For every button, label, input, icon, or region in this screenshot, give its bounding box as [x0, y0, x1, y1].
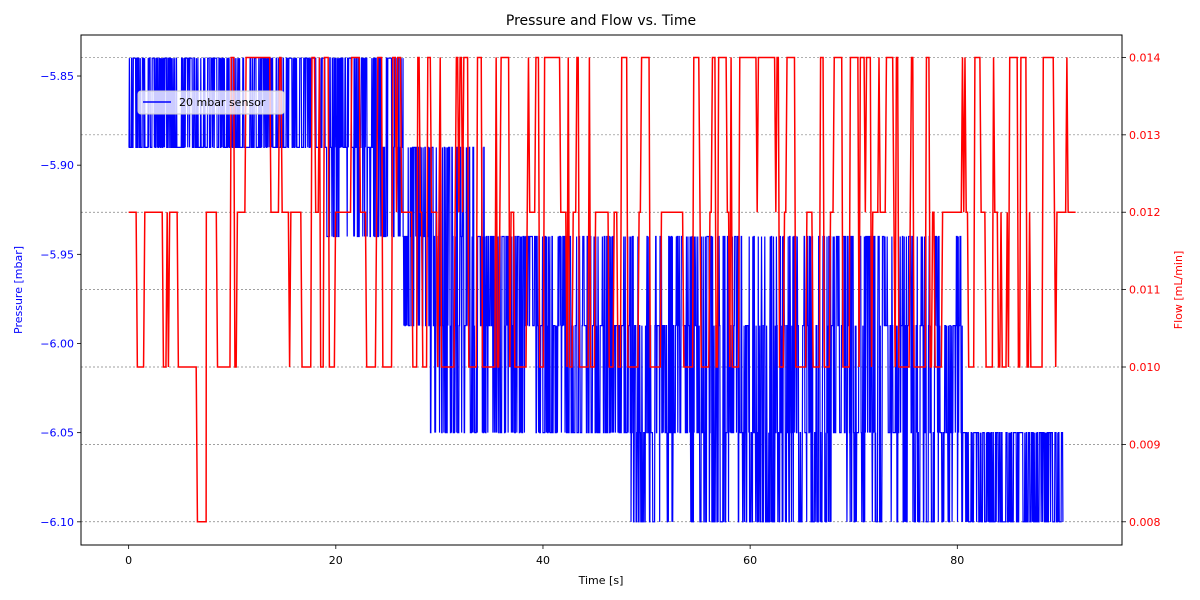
- right-y-tick-label: 0.008: [1129, 516, 1161, 529]
- plot-area: [128, 56, 1076, 523]
- left-y-axis-label: Pressure [mbar]: [12, 246, 25, 334]
- x-tick-label: 0: [125, 554, 132, 567]
- x-tick-label: 40: [536, 554, 550, 567]
- left-y-tick-label: −6.10: [40, 516, 74, 529]
- x-tick-label: 80: [950, 554, 964, 567]
- left-y-tick-label: −5.95: [40, 248, 74, 261]
- series-pressure: [128, 57, 1064, 523]
- x-tick-label: 20: [329, 554, 343, 567]
- flow-line: [128, 56, 1076, 523]
- legend: 20 mbar sensor: [137, 90, 285, 115]
- right-y-tick-label: 0.014: [1129, 51, 1161, 64]
- x-tick-label: 60: [743, 554, 757, 567]
- series-flow: [128, 56, 1076, 523]
- x-axis-label: Time [s]: [578, 574, 624, 587]
- x-axis-ticks: 0 20 40 60 80: [125, 545, 964, 567]
- left-y-tick-label: −5.90: [40, 159, 74, 172]
- right-y-axis-ticks: 0.008 0.009 0.010 0.011 0.012 0.013 0.014: [1122, 51, 1161, 529]
- right-y-tick-label: 0.010: [1129, 361, 1161, 374]
- right-y-tick-label: 0.012: [1129, 206, 1161, 219]
- pressure-line: [128, 57, 1064, 523]
- left-y-tick-label: −6.05: [40, 427, 74, 440]
- legend-box: [137, 90, 285, 115]
- chart-title: Pressure and Flow vs. Time: [506, 13, 696, 29]
- legend-label-pressure: 20 mbar sensor: [179, 96, 266, 109]
- left-y-tick-label: −5.85: [40, 70, 74, 83]
- right-y-tick-label: 0.013: [1129, 129, 1161, 142]
- right-y-tick-label: 0.011: [1129, 284, 1161, 297]
- right-y-tick-label: 0.009: [1129, 438, 1161, 451]
- right-y-axis-label: Flow [mL/min]: [1172, 251, 1185, 329]
- left-y-tick-label: −6.00: [40, 337, 74, 350]
- left-y-axis-ticks: −5.85 −5.90 −5.95 −6.00 −6.05 −6.10: [40, 70, 81, 529]
